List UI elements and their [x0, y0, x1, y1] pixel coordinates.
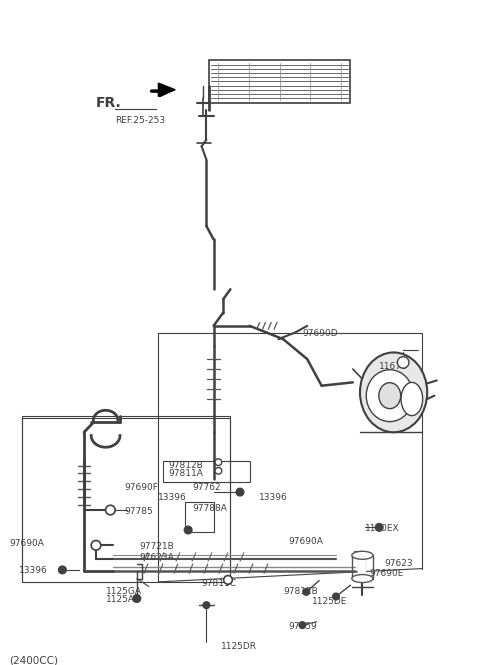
- Circle shape: [397, 356, 409, 368]
- Text: 97690F: 97690F: [125, 483, 159, 492]
- Text: 97701: 97701: [374, 411, 403, 420]
- Text: 97811C: 97811C: [202, 579, 237, 588]
- Ellipse shape: [352, 551, 373, 559]
- Circle shape: [106, 505, 115, 515]
- Circle shape: [333, 593, 339, 600]
- Text: REF.25-253: REF.25-253: [115, 116, 165, 126]
- Circle shape: [236, 488, 244, 496]
- Bar: [163, 461, 250, 482]
- Circle shape: [375, 523, 383, 531]
- Text: 97623A: 97623A: [139, 553, 174, 563]
- Text: 97759: 97759: [288, 622, 317, 631]
- Circle shape: [215, 467, 222, 474]
- Circle shape: [224, 576, 232, 584]
- Text: 97721B: 97721B: [139, 542, 174, 551]
- Text: FR.: FR.: [96, 96, 122, 110]
- Circle shape: [184, 526, 192, 534]
- Text: 1125DR: 1125DR: [221, 642, 257, 651]
- Ellipse shape: [360, 352, 427, 432]
- Text: 97788A: 97788A: [192, 504, 227, 513]
- Text: 97812B: 97812B: [283, 587, 318, 597]
- Text: 1140EX: 1140EX: [365, 524, 399, 533]
- Circle shape: [215, 459, 222, 466]
- Text: 97812B: 97812B: [168, 461, 203, 470]
- Circle shape: [303, 589, 310, 595]
- Ellipse shape: [366, 370, 413, 422]
- Circle shape: [299, 622, 306, 628]
- Text: 97690E: 97690E: [370, 569, 404, 579]
- Circle shape: [133, 595, 141, 602]
- Text: 97690D: 97690D: [302, 329, 338, 338]
- Text: 13396: 13396: [259, 493, 288, 503]
- Text: 11671: 11671: [379, 362, 408, 372]
- Text: 97785: 97785: [125, 507, 154, 516]
- Bar: [209, 60, 350, 103]
- Text: 97690A: 97690A: [10, 539, 45, 548]
- Text: 13396: 13396: [158, 493, 187, 503]
- Text: 1125GA: 1125GA: [106, 587, 142, 596]
- Text: 1125AD: 1125AD: [106, 595, 142, 604]
- Text: 97623: 97623: [384, 559, 413, 568]
- Text: 1125DE: 1125DE: [312, 597, 348, 606]
- Text: 97690A: 97690A: [288, 537, 323, 547]
- Ellipse shape: [352, 575, 373, 583]
- Text: 13396: 13396: [19, 566, 48, 575]
- Circle shape: [203, 602, 210, 608]
- Ellipse shape: [401, 382, 422, 416]
- Ellipse shape: [379, 382, 401, 408]
- Polygon shape: [158, 83, 175, 96]
- Text: (2400CC): (2400CC): [10, 655, 59, 665]
- Circle shape: [91, 541, 101, 550]
- Text: 97762: 97762: [192, 483, 221, 492]
- Text: 97811A: 97811A: [168, 469, 203, 479]
- Circle shape: [59, 566, 66, 574]
- Bar: [185, 502, 214, 532]
